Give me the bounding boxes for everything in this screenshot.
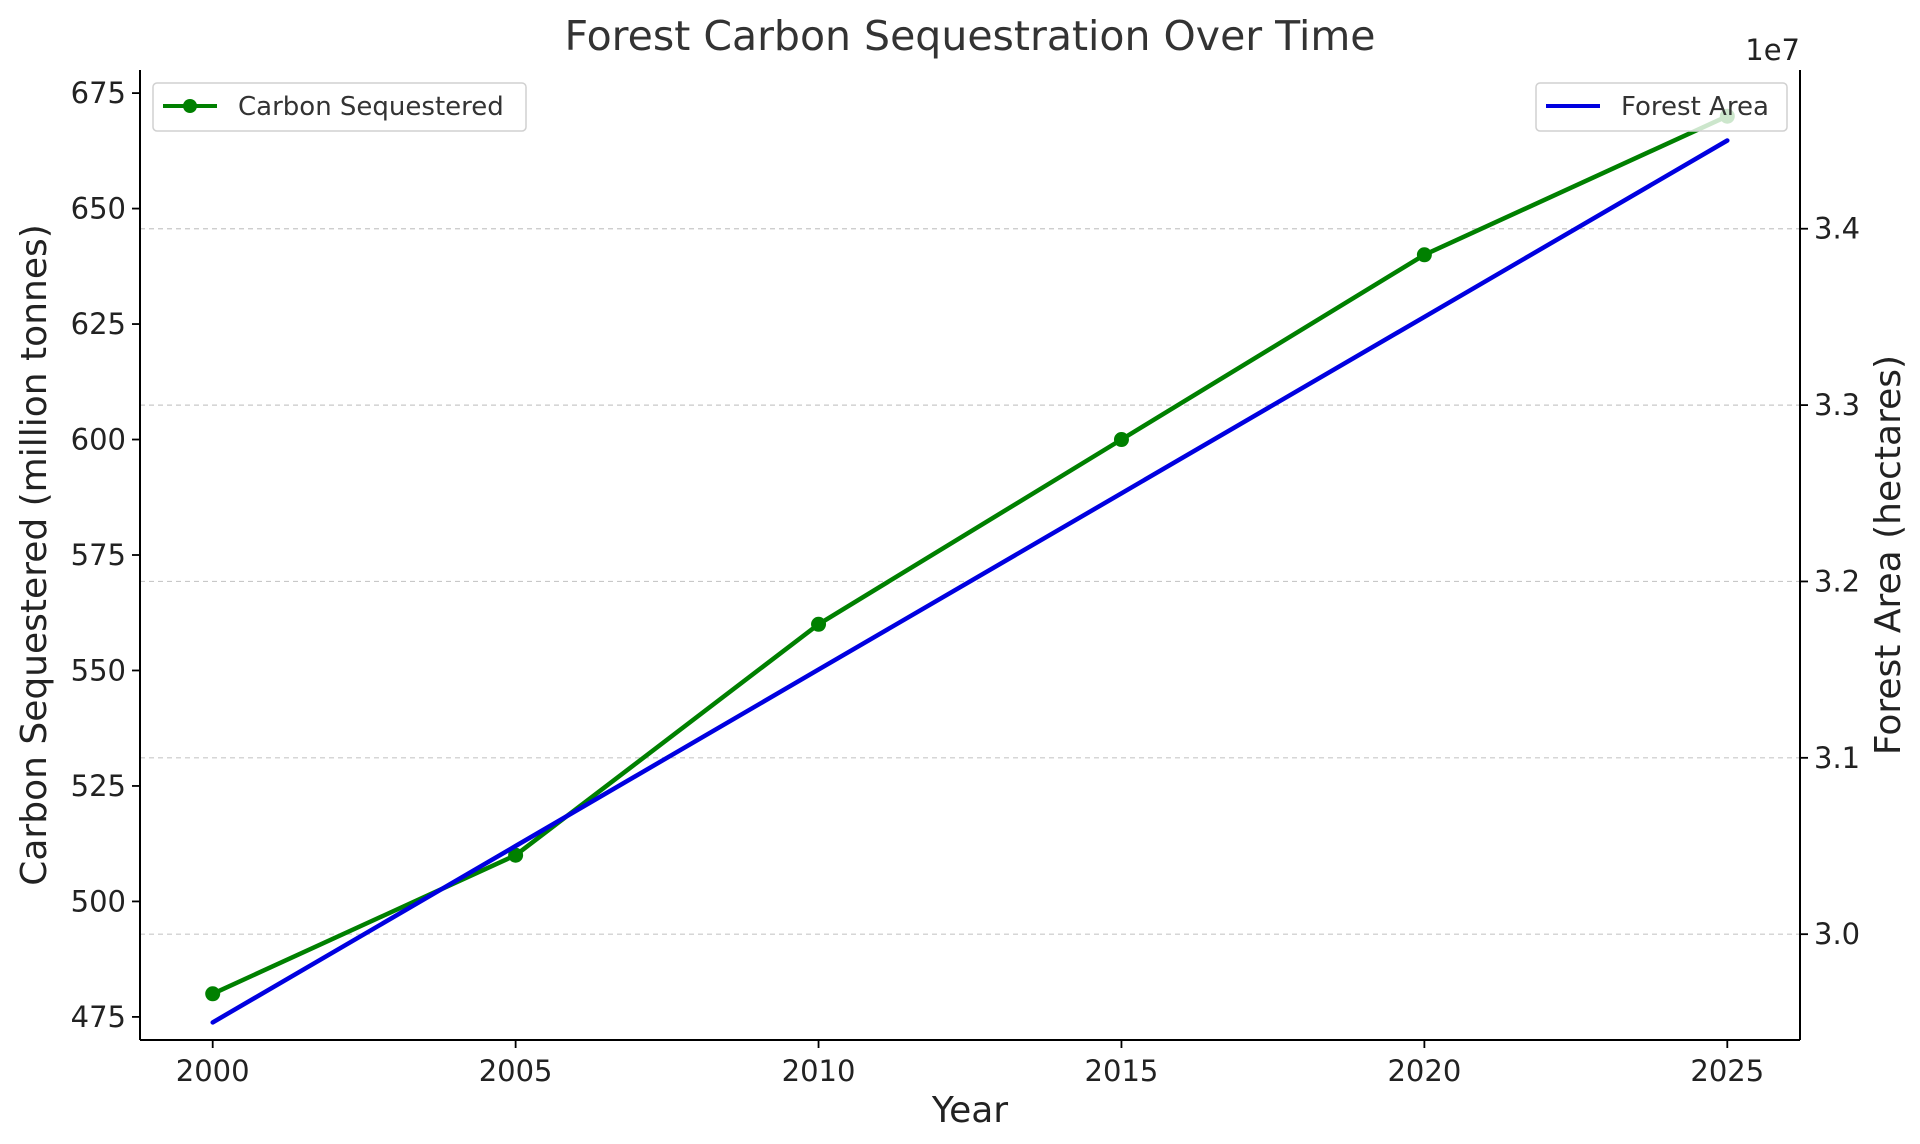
- legend-box: [1535, 82, 1788, 132]
- y-right-tick-label-2: 3.2: [1814, 564, 1860, 598]
- x-tick-label-3: 2015: [1085, 1054, 1159, 1088]
- chart-title: Forest Carbon Sequestration Over Time: [564, 12, 1375, 60]
- x-tick-label-1: 2005: [479, 1054, 553, 1088]
- right-axis-offset-label: 1e7: [1745, 33, 1800, 67]
- axes: 2000 2005 2010 2015 2020 2025 475 500 525 550 575 6…: [71, 70, 1860, 1088]
- legend-box: [152, 82, 527, 132]
- x-tick-label-0: 2000: [176, 1054, 250, 1088]
- x-axis-label: Year: [931, 1090, 1008, 1131]
- y-axis-label-right: Forest Area (hectares): [1868, 355, 1909, 755]
- y-left-tick-label-1: 500: [71, 884, 126, 918]
- data-point-carbon-sequestered-0: [205, 986, 221, 1002]
- legend-marker-carbon: [183, 99, 197, 113]
- y-left-tick-label-2: 525: [71, 769, 126, 803]
- series-line-carbon-sequestered: [210, 113, 1730, 997]
- y-left-tick-label-8: 675: [71, 76, 126, 110]
- legend-forest-area: Forest Area: [1535, 82, 1788, 132]
- y-axis-label-left: Carbon Sequestered (million tonnes): [14, 224, 55, 886]
- data-point-carbon-sequestered-3: [1113, 432, 1129, 448]
- y-left-tick-label-0: 475: [71, 1000, 126, 1034]
- y-right-tick-label-1: 3.1: [1814, 741, 1860, 775]
- y-right-tick-label-3: 3.3: [1814, 388, 1860, 422]
- plot-area: [205, 108, 1735, 1025]
- y-right-tick-label-0: 3.0: [1814, 917, 1860, 951]
- legend-label-carbon: Carbon Sequestered: [238, 92, 504, 122]
- data-point-carbon-sequestered-4: [1416, 247, 1432, 263]
- y-left-tick-label-6: 625: [71, 307, 126, 341]
- legend-label-forest-area: Forest Area: [1621, 92, 1769, 122]
- series-line-forest-area: [210, 138, 1730, 1025]
- data-point-carbon-sequestered-2: [811, 616, 827, 632]
- y-left-tick-label-4: 575: [71, 538, 126, 572]
- legend-carbon: Carbon Sequestered: [152, 82, 527, 132]
- data-point-carbon-sequestered-1: [508, 847, 524, 863]
- x-tick-label-4: 2020: [1387, 1054, 1461, 1088]
- y-right-tick-label-4: 3.4: [1814, 212, 1860, 246]
- x-tick-label-5: 2025: [1690, 1054, 1764, 1088]
- x-tick-label-2: 2010: [782, 1054, 856, 1088]
- y-left-tick-label-7: 650: [71, 192, 126, 226]
- y-left-tick-label-5: 600: [71, 423, 126, 457]
- y-left-tick-label-3: 550: [71, 653, 126, 687]
